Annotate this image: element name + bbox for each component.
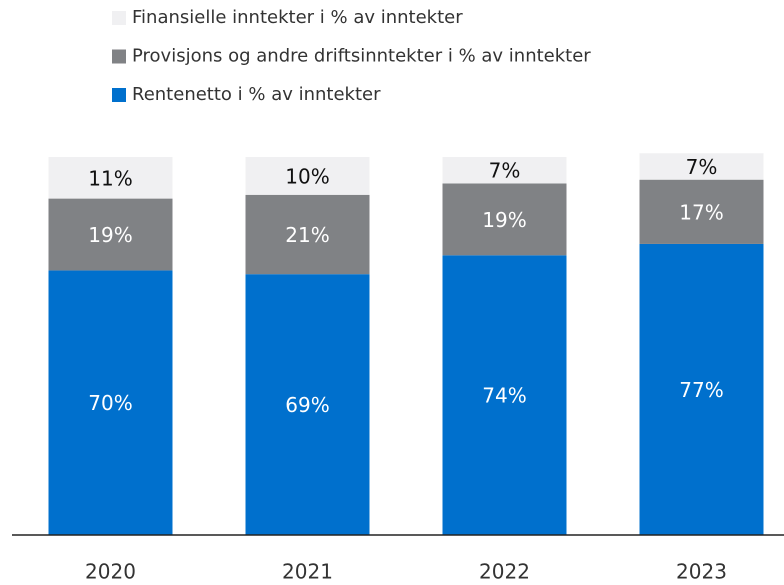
bar-segment xyxy=(442,255,567,535)
data-label: 19% xyxy=(88,223,132,247)
data-label: 7% xyxy=(489,159,521,183)
x-tick-label: 2022 xyxy=(479,560,530,584)
data-label: 17% xyxy=(679,200,723,224)
data-label: 69% xyxy=(285,393,329,417)
data-label: 10% xyxy=(285,164,329,188)
legend-label: Rentenetto i % av inntekter xyxy=(132,84,381,105)
legend-swatch xyxy=(112,49,126,64)
data-label: 7% xyxy=(686,155,718,179)
data-label: 74% xyxy=(482,384,526,408)
bar-segment xyxy=(245,194,370,275)
bar-segment xyxy=(442,183,567,256)
legend-swatch xyxy=(112,88,126,102)
data-label: 70% xyxy=(88,391,132,415)
bar-segment xyxy=(245,274,370,535)
x-tick-label: 2023 xyxy=(676,560,727,584)
bar-segment xyxy=(639,179,764,244)
legend-label: Finansielle inntekter i % av inntekter xyxy=(132,7,463,28)
bar-segment xyxy=(48,270,173,535)
data-label: 77% xyxy=(679,378,723,402)
bar-segment xyxy=(442,157,567,184)
legend-swatch xyxy=(112,11,126,25)
x-tick-label: 2021 xyxy=(282,560,333,584)
bar-segment xyxy=(639,243,764,535)
data-label: 11% xyxy=(88,166,132,190)
data-label: 19% xyxy=(482,208,526,232)
x-tick-label: 2020 xyxy=(85,560,136,584)
bar-segment xyxy=(48,198,173,271)
legend-label: Provisjons og andre driftsinntekter i % … xyxy=(132,46,591,67)
data-label: 21% xyxy=(285,223,329,247)
bar-segment xyxy=(639,153,764,180)
bar-segment xyxy=(48,157,173,199)
bar-segment xyxy=(245,157,370,195)
